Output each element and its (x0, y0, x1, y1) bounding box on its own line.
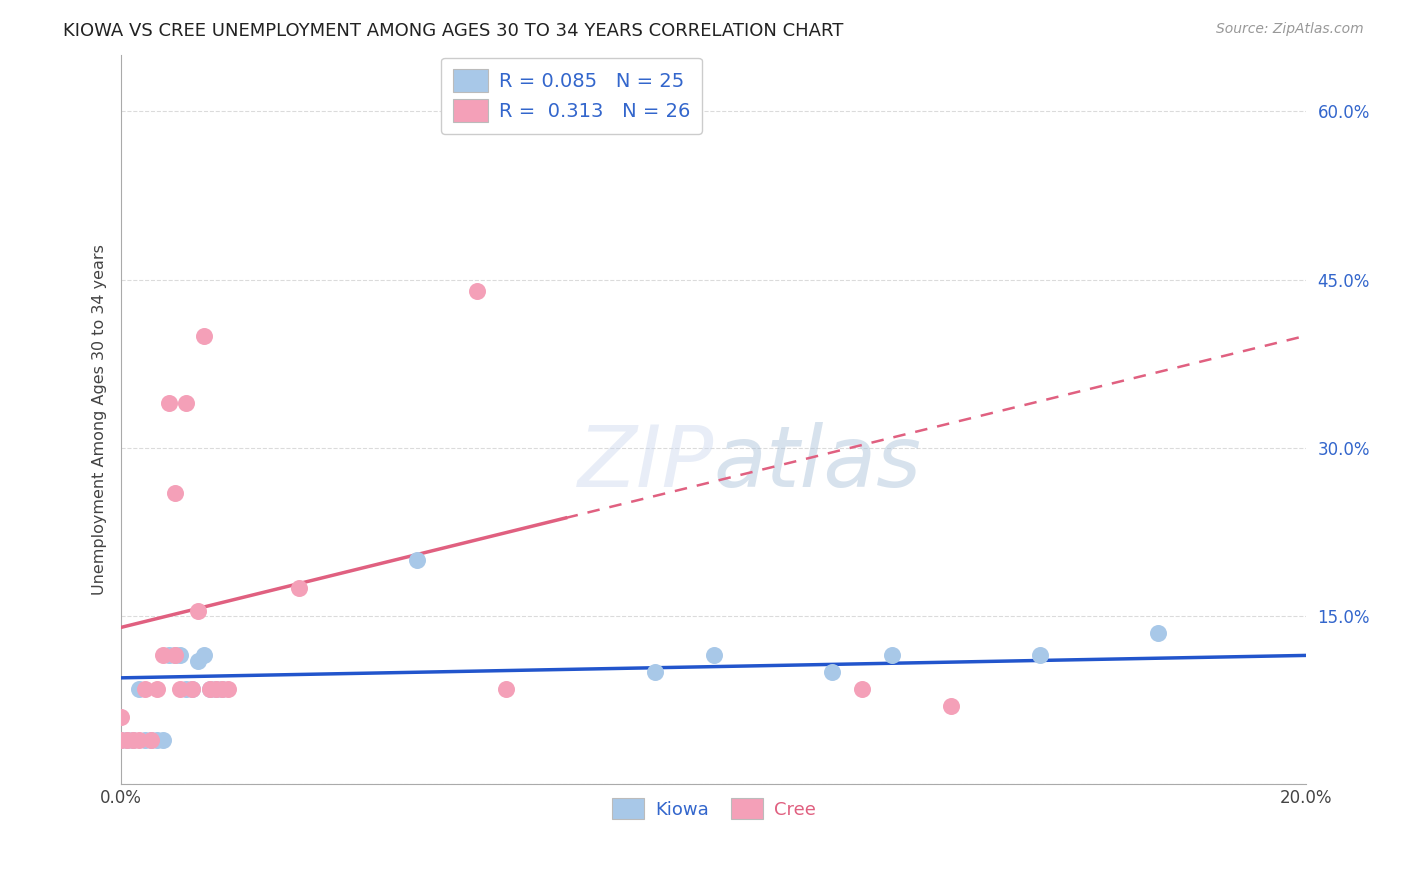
Point (1028, 648, 1050, 663)
Point (139, 732, 162, 747)
Point (217, 681, 239, 696)
Point (115, 732, 138, 747)
Point (139, 732, 162, 747)
Text: KIOWA VS CREE UNEMPLOYMENT AMONG AGES 30 TO 34 YEARS CORRELATION CHART: KIOWA VS CREE UNEMPLOYMENT AMONG AGES 30… (63, 22, 844, 40)
Point (163, 648, 186, 663)
Point (128, 681, 150, 696)
Point (115, 732, 138, 747)
Legend: Kiowa, Cree: Kiowa, Cree (605, 791, 823, 827)
Text: atlas: atlas (714, 422, 922, 505)
Point (152, 732, 174, 747)
Point (1147, 626, 1170, 640)
Point (181, 681, 204, 696)
Point (176, 681, 198, 696)
Point (703, 648, 725, 663)
Point (169, 648, 191, 663)
Point (198, 681, 221, 696)
Point (939, 698, 962, 713)
Point (821, 665, 844, 680)
Point (122, 732, 145, 747)
Point (176, 396, 198, 410)
Point (110, 732, 132, 747)
Point (163, 485, 186, 500)
Point (152, 648, 174, 663)
Point (110, 710, 132, 724)
Point (406, 553, 429, 567)
Text: Source: ZipAtlas.com: Source: ZipAtlas.com (1216, 22, 1364, 37)
Point (187, 603, 209, 617)
Point (146, 681, 169, 696)
Point (110, 732, 132, 747)
Point (157, 648, 180, 663)
Y-axis label: Unemployment Among Ages 30 to 34 years: Unemployment Among Ages 30 to 34 years (93, 244, 107, 595)
Point (211, 681, 233, 696)
Point (205, 681, 228, 696)
Point (146, 732, 169, 747)
Text: ZIP: ZIP (578, 422, 714, 505)
Point (880, 648, 903, 663)
Point (181, 681, 204, 696)
Point (134, 732, 156, 747)
Point (205, 681, 228, 696)
Point (128, 732, 150, 747)
Point (169, 681, 191, 696)
Point (211, 681, 233, 696)
Point (851, 681, 873, 696)
Point (134, 681, 156, 696)
Point (198, 681, 221, 696)
Point (157, 396, 180, 410)
Point (465, 284, 488, 298)
Point (193, 328, 215, 343)
Point (122, 732, 145, 747)
Point (288, 581, 311, 595)
Point (193, 648, 215, 663)
Point (495, 681, 517, 696)
Point (187, 654, 209, 668)
Point (644, 665, 666, 680)
Point (163, 648, 186, 663)
